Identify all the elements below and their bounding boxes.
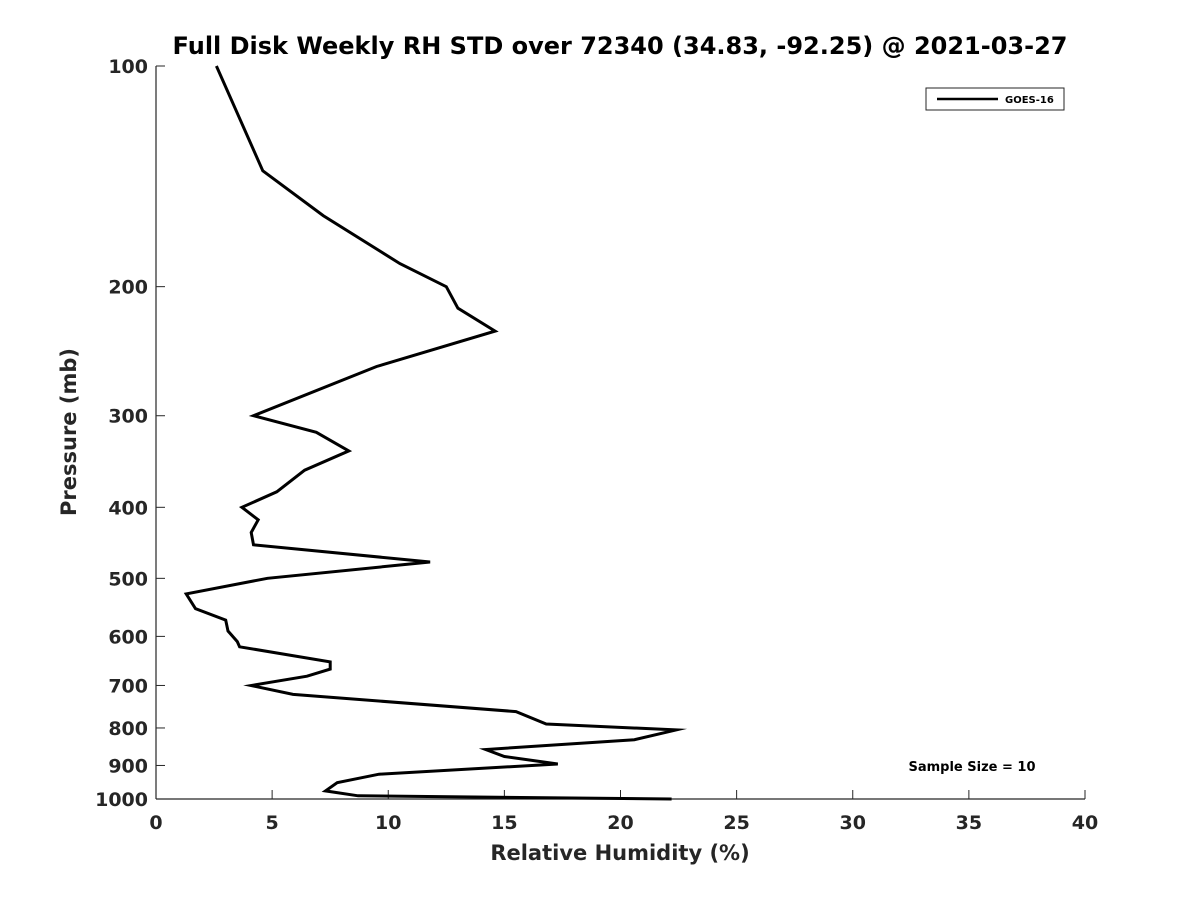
y-tick-label: 200 [108, 277, 148, 299]
y-tick-label: 100 [108, 56, 148, 78]
x-tick-label: 10 [375, 812, 401, 834]
y-tick-label: 500 [108, 568, 148, 590]
legend: GOES-16 [925, 87, 1065, 111]
x-tick-label: 35 [956, 812, 982, 834]
y-tick-label: 700 [108, 675, 148, 697]
x-tick-label: 5 [266, 812, 279, 834]
y-axis-label: Pressure (mb) [57, 348, 81, 516]
y-tick-label: 800 [108, 718, 148, 740]
chart-title: Full Disk Weekly RH STD over 72340 (34.8… [173, 32, 1068, 60]
y-tick-label: 900 [108, 755, 148, 777]
x-tick-label: 20 [607, 812, 633, 834]
sample-size-annotation: Sample Size = 10 [908, 760, 1035, 775]
legend-label-goes16: GOES-16 [1005, 95, 1054, 106]
y-tick-label: 1000 [95, 789, 148, 811]
y-tick-label: 400 [108, 497, 148, 519]
y-tick-label: 600 [108, 626, 148, 648]
x-tick-label: 25 [723, 812, 749, 834]
x-axis-label: Relative Humidity (%) [490, 841, 749, 865]
y-axis-ticks: 100 200 300 400 500 600 700 800 900 1000 [95, 56, 165, 811]
x-tick-label: 40 [1072, 812, 1098, 834]
x-tick-label: 0 [149, 812, 162, 834]
x-axis-ticks: 0 5 10 15 20 25 30 35 40 [149, 790, 1098, 834]
y-tick-label: 300 [108, 406, 148, 428]
x-tick-label: 30 [840, 812, 866, 834]
plot-area [155, 66, 1085, 800]
series-line-goes-16 [183, 65, 688, 801]
series-group [183, 65, 688, 801]
x-tick-label: 15 [491, 812, 517, 834]
